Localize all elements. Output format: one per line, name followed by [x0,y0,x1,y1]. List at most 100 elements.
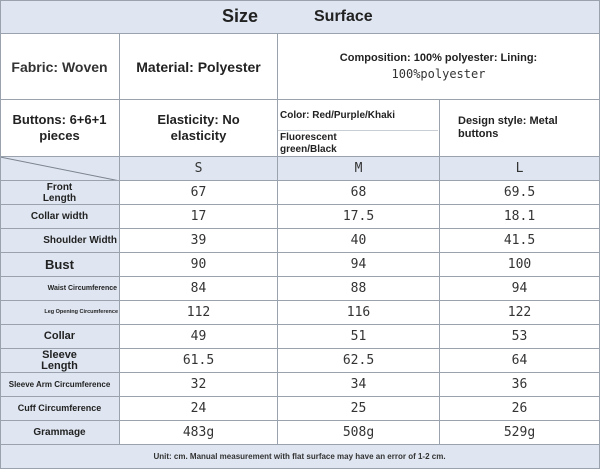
color-divider [278,130,438,131]
table-cell: 39 [120,229,278,253]
cell-value: 508g [342,425,375,440]
table-cell: 61.5 [120,349,278,373]
table-cell: 122 [440,301,600,325]
table-cell: 25 [278,397,440,421]
table-cell: 67 [120,181,278,205]
cell-value: 39 [190,233,207,248]
cell-value: 68 [350,185,367,200]
row-label-cuff: Cuff Circumference [0,397,120,421]
cell-value: 61.5 [182,353,215,368]
table-cell: 32 [120,373,278,397]
table-cell: 100 [440,253,600,277]
table-cell: 529g [440,421,600,445]
table-cell: 17.5 [278,205,440,229]
table-cell: 69.5 [440,181,600,205]
composition-cell: Composition: 100% polyester: Lining: 100… [278,34,600,100]
cell-value: 116 [346,305,371,320]
corner-cell [0,157,120,181]
cell-value: 36 [511,377,528,392]
cell-value: 26 [511,401,528,416]
buttons-text: Buttons: 6+6+1 pieces [12,112,107,143]
elasticity-text: Elasticity: No elasticity [157,112,240,143]
surface-title: Surface [314,7,373,25]
cell-value: 88 [350,281,367,296]
color-line2: Fluorescent green/Black [280,132,337,155]
cell-value: 53 [511,329,528,344]
row-label-text: Collar [43,330,76,342]
elasticity-cell: Elasticity: No elasticity [120,100,278,157]
table-cell: 34 [278,373,440,397]
color-cell: Color: Red/Purple/Khaki Fluorescent gree… [278,100,440,157]
row-label-collar-width: Collar width [0,205,120,229]
composition-line2: 100%polyester [391,66,486,81]
table-cell: 483g [120,421,278,445]
table-cell: 68 [278,181,440,205]
cell-value: 17.5 [342,209,375,224]
cell-value: 40 [350,233,367,248]
row-label-text: Front Length [42,181,77,204]
row-label-sleeve-length: Sleeve Length [0,349,120,373]
table-cell: 40 [278,229,440,253]
row-label-text: Leg Opening Circumference [44,309,118,315]
cell-value: 49 [190,329,207,344]
cell-value: 483g [182,425,215,440]
row-label-bust: Bust [0,253,120,277]
header-title-cell: Size Surface [0,0,600,34]
size-title: Size [222,6,259,26]
table-cell: 116 [278,301,440,325]
row-label-text: Grammage [33,427,86,438]
row-label-text: Sleeve Arm Circumference [8,380,111,389]
fabric-cell: Fabric: Woven [0,34,120,100]
cell-value: 69.5 [503,185,536,200]
table-cell: 90 [120,253,278,277]
table-cell: 51 [278,325,440,349]
row-label-collar: Collar [0,325,120,349]
table-cell: 53 [440,325,600,349]
table-cell: 17 [120,205,278,229]
row-label-text: Cuff Circumference [17,403,102,413]
table-cell: 94 [278,253,440,277]
size-s-label: S [194,161,203,176]
cell-value: 94 [511,281,528,296]
composition-line1: Composition: 100% polyester: Lining: [339,51,538,64]
design-cell: Design style: Metal buttons [440,100,600,157]
cell-value: 64 [511,353,528,368]
material-cell: Material: Polyester [120,34,278,100]
table-cell: 508g [278,421,440,445]
cell-value: 34 [350,377,367,392]
table-cell: 18.1 [440,205,600,229]
table-cell: 36 [440,373,600,397]
table-cell: 84 [120,277,278,301]
table-cell: 62.5 [278,349,440,373]
cell-value: 529g [503,425,536,440]
fabric-text: Fabric: Woven [11,58,108,75]
table-cell: 94 [440,277,600,301]
footer-note: Unit: cm. Manual measurement with flat s… [153,452,446,461]
footer-note-cell: Unit: cm. Manual measurement with flat s… [0,445,600,469]
cell-value: 67 [190,185,207,200]
table-cell: 41.5 [440,229,600,253]
design-text: Design style: Metal buttons [458,115,558,140]
row-label-text: Waist Circumference [47,285,117,292]
row-label-front-length: Front Length [0,181,120,205]
cell-value: 100 [507,257,532,272]
size-header-m: M [278,157,440,181]
row-label-shoulder-width: Shoulder Width [0,229,120,253]
color-line1: Color: Red/Purple/Khaki [280,110,396,121]
cell-value: 24 [190,401,207,416]
row-label-grammage: Grammage [0,421,120,445]
size-l-label: L [515,161,524,176]
table-cell: 88 [278,277,440,301]
row-label-text: Collar width [30,211,89,222]
buttons-cell: Buttons: 6+6+1 pieces [0,100,120,157]
cell-value: 84 [190,281,207,296]
corner-diagonal [0,157,118,180]
size-header-s: S [120,157,278,181]
table-cell: 64 [440,349,600,373]
row-label-text: Shoulder Width [43,235,117,246]
cell-value: 32 [190,377,207,392]
table-cell: 112 [120,301,278,325]
table-cell: 49 [120,325,278,349]
cell-value: 25 [350,401,367,416]
